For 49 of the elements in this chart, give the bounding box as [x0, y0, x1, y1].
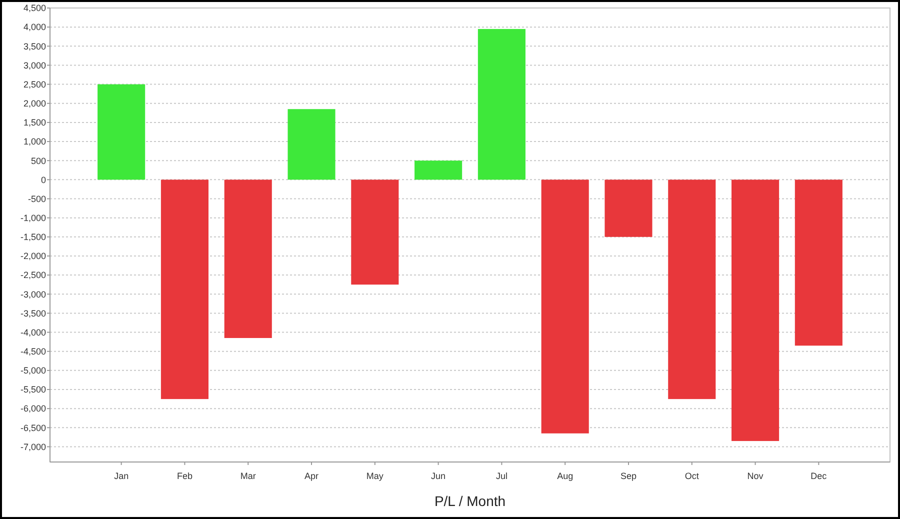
y-tick-label: -500: [28, 194, 46, 204]
y-tick-label: -4,500: [20, 346, 46, 357]
y-tick-label: -7,000: [20, 442, 46, 452]
x-tick-label: Jul: [496, 471, 508, 481]
y-tick-label: -1,500: [20, 232, 46, 242]
y-tick-label: -5,000: [20, 366, 46, 376]
y-tick-label: 4,000: [23, 22, 46, 32]
bar: [414, 160, 462, 180]
y-tick-label: -6,500: [20, 422, 46, 433]
y-tick-label: 0: [40, 174, 46, 185]
y-tick-label: 1,000: [23, 136, 46, 147]
x-tick-label: Sep: [620, 471, 636, 481]
bar: [732, 180, 780, 442]
x-tick-label: Jan: [114, 471, 129, 481]
y-tick-label: 3,500: [23, 41, 46, 52]
x-tick-label: Feb: [176, 471, 192, 481]
y-tick-label: 2,000: [23, 98, 46, 109]
y-tick-label: -2,500: [20, 270, 46, 280]
y-tick-label: 2,500: [23, 79, 46, 90]
bar: [288, 109, 336, 180]
x-tick-label: Mar: [240, 471, 256, 481]
x-tick-label: Apr: [304, 471, 319, 481]
x-axis-title: P/L / Month: [434, 493, 506, 509]
y-tick-label: 500: [30, 156, 46, 166]
bar: [98, 84, 146, 180]
y-tick-label: -4,000: [20, 327, 46, 338]
x-tick-label: Dec: [810, 471, 828, 481]
y-tick-label: -5,500: [20, 384, 46, 395]
bar: [224, 180, 272, 338]
y-tick-label: -3,000: [20, 289, 46, 300]
y-tick-label: -2,000: [20, 251, 46, 262]
y-tick-label: -6,000: [20, 404, 46, 414]
x-tick-label: Oct: [684, 471, 700, 481]
y-tick-label: 1,500: [23, 118, 46, 128]
bar: [160, 180, 208, 400]
bar: [351, 180, 399, 285]
bar: [604, 180, 652, 237]
bar: [794, 180, 842, 346]
y-tick-label: -1,000: [20, 212, 46, 223]
x-tick-label: Aug: [557, 471, 574, 481]
bar: [668, 180, 716, 400]
x-tick-label: May: [366, 471, 384, 481]
bar: [478, 28, 526, 180]
x-tick-label: Jun: [431, 471, 446, 481]
bar: [541, 180, 589, 434]
y-tick-label: 3,000: [23, 60, 46, 70]
y-tick-label: -3,500: [20, 308, 46, 318]
y-tick-label: 4,500: [23, 3, 46, 14]
x-tick-label: Nov: [747, 471, 764, 481]
